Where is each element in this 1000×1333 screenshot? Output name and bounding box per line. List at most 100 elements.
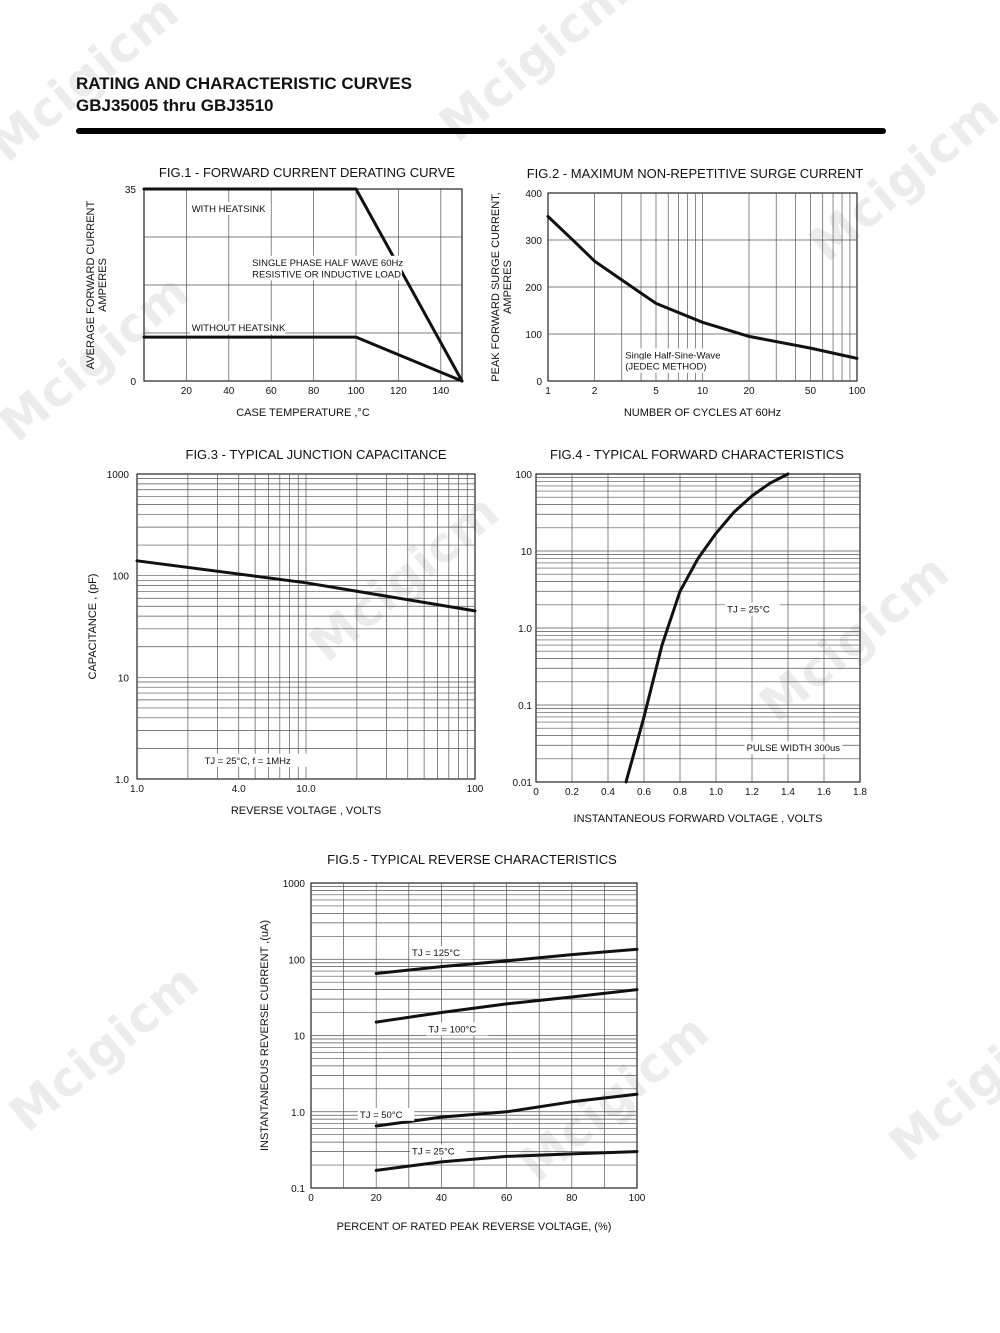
fig2-chart: FIG.2 - MAXIMUM NON-REPETITIVE SURGE CUR… bbox=[490, 166, 866, 419]
fig1-x-tick-label: 140 bbox=[432, 386, 449, 397]
fig3-title: FIG.3 - TYPICAL JUNCTION CAPACITANCE bbox=[186, 447, 447, 462]
fig3-gridlines bbox=[137, 474, 475, 779]
fig4-x-tick-label: 1.4 bbox=[781, 787, 795, 798]
fig4-annotation: PULSE WIDTH 300us bbox=[747, 743, 841, 754]
fig5-x-tick-label: 80 bbox=[566, 1193, 578, 1204]
fig5-series-label-bg bbox=[357, 1107, 415, 1121]
fig1-series-label-bg bbox=[189, 202, 269, 216]
fig1-x-tick-label: 80 bbox=[308, 386, 320, 397]
fig1-annotation: RESISTIVE OR INDUCTIVE LOAD bbox=[252, 269, 401, 280]
fig5-x-tick-label: 40 bbox=[436, 1193, 448, 1204]
fig1-chart: FIG.1 - FORWARD CURRENT DERATING CURVE 20… bbox=[85, 165, 464, 419]
fig4-x-tick-label: 1.0 bbox=[709, 787, 723, 798]
fig5-x-tick-label: 0 bbox=[308, 1193, 314, 1204]
fig2-y-tick-label: 0 bbox=[536, 377, 542, 388]
fig1-y-tick-label: 0 bbox=[130, 377, 136, 388]
fig4-x-tick-label: 1.8 bbox=[853, 787, 867, 798]
fig4-x-tick-label: 0.2 bbox=[565, 787, 579, 798]
fig2-x-tick-label: 10 bbox=[697, 386, 709, 397]
fig5-title: FIG.5 - TYPICAL REVERSE CHARACTERISTICS bbox=[327, 852, 617, 867]
fig2-y-tick-label: 200 bbox=[525, 283, 542, 294]
fig4-y-tick-label: 0.1 bbox=[518, 701, 532, 712]
fig1-series-line-0 bbox=[142, 187, 464, 383]
fig3-y-tick-label: 100 bbox=[112, 572, 129, 583]
fig2-x-tick-label: 1 bbox=[545, 386, 551, 397]
fig3-annotation: TJ = 25°C, f = 1MHz bbox=[205, 756, 291, 767]
fig4-y-tick-label: 0.01 bbox=[513, 778, 533, 789]
fig5-y-tick-label: 1000 bbox=[283, 879, 306, 890]
page-title: RATING AND CHARACTERISTIC CURVES bbox=[76, 74, 412, 93]
fig1-series-label: WITHOUT HEATSINK bbox=[192, 323, 286, 334]
fig5-series-label-bg bbox=[426, 1022, 489, 1036]
fig5-x-axis-label: PERCENT OF RATED PEAK REVERSE VOLTAGE, (… bbox=[337, 1221, 612, 1233]
fig5-series-label: TJ = 125°C bbox=[412, 948, 460, 959]
fig3-y-tick-label: 1000 bbox=[107, 470, 130, 481]
fig4-series-line-0 bbox=[624, 472, 790, 784]
fig2-y-axis-label: PEAK FORWARD SURGE CURRENT, bbox=[490, 192, 502, 381]
fig5-series-line-3 bbox=[374, 1150, 639, 1172]
fig2-y-axis-label: AMPERES bbox=[502, 260, 514, 314]
fig4-y-tick-label: 100 bbox=[515, 470, 532, 481]
fig1-x-tick-label: 120 bbox=[390, 386, 407, 397]
fig3-y-axis-label: CAPACITANCE , (pF) bbox=[87, 574, 99, 680]
fig3-x-tick-label: 4.0 bbox=[232, 784, 246, 795]
fig5-series-line-0 bbox=[374, 947, 639, 975]
fig4-x-axis-label: INSTANTANEOUS FORWARD VOLTAGE , VOLTS bbox=[574, 813, 823, 825]
fig1-title: FIG.1 - FORWARD CURRENT DERATING CURVE bbox=[159, 165, 455, 180]
fig4-y-tick-label: 10 bbox=[521, 547, 533, 558]
fig5-x-tick-label: 100 bbox=[629, 1193, 646, 1204]
fig3-y-tick-label: 1.0 bbox=[115, 775, 129, 786]
fig2-annotation: Single Half-Sine-Wave bbox=[625, 350, 720, 361]
fig1-series-label: WITH HEATSINK bbox=[192, 204, 266, 215]
fig4-chart: FIG.4 - TYPICAL FORWARD CHARACTERISTICS 0… bbox=[513, 447, 868, 825]
fig1-y-axis-label: AMPERES bbox=[97, 258, 109, 312]
fig5-y-axis-label: INSTANTANEOUS REVERSE CURRENT ,(uA) bbox=[259, 920, 271, 1151]
fig4-x-tick-label: 0.4 bbox=[601, 787, 615, 798]
fig5-x-tick-label: 60 bbox=[501, 1193, 513, 1204]
fig5-chart: FIG.5 - TYPICAL REVERSE CHARACTERISTICS 0… bbox=[259, 852, 646, 1233]
fig2-x-tick-label: 20 bbox=[743, 386, 755, 397]
fig3-x-tick-label: 100 bbox=[467, 784, 484, 795]
fig3-x-tick-label: 10.0 bbox=[296, 784, 316, 795]
fig1-annotation: SINGLE PHASE HALF WAVE 60Hz bbox=[252, 258, 403, 269]
fig1-y-tick-label: 35 bbox=[125, 185, 137, 196]
fig5-series-label-bg bbox=[410, 946, 473, 960]
header-rule bbox=[76, 128, 886, 134]
fig2-x-tick-label: 5 bbox=[653, 386, 659, 397]
fig2-y-tick-label: 300 bbox=[525, 236, 542, 247]
fig4-x-tick-label: 0.8 bbox=[673, 787, 687, 798]
fig4-x-tick-label: 0.6 bbox=[637, 787, 651, 798]
fig1-x-tick-label: 40 bbox=[223, 386, 235, 397]
fig2-series-line-0 bbox=[546, 215, 859, 360]
fig2-x-tick-label: 50 bbox=[805, 386, 817, 397]
fig5-gridlines bbox=[311, 883, 637, 1188]
fig1-x-axis-label: CASE TEMPERATURE ,°C bbox=[236, 407, 370, 419]
fig5-x-tick-label: 20 bbox=[371, 1193, 383, 1204]
fig5-series-line-1 bbox=[374, 988, 639, 1024]
fig5-series-label: TJ = 100°C bbox=[428, 1024, 476, 1035]
fig5-y-tick-label: 1.0 bbox=[291, 1108, 305, 1119]
fig1-annotation-bg bbox=[250, 255, 402, 269]
fig1-y-axis-label: AVERAGE FORWARD CURRENT bbox=[85, 200, 97, 369]
fig4-annotation-bg bbox=[744, 741, 843, 755]
fig3-x-tick-label: 1.0 bbox=[130, 784, 144, 795]
fig2-annotation-bg bbox=[623, 348, 743, 362]
fig2-x-axis-label: NUMBER OF CYCLES AT 60Hz bbox=[624, 407, 781, 419]
fig3-chart: FIG.3 - TYPICAL JUNCTION CAPACITANCE 1.0 4… bbox=[87, 447, 484, 817]
fig1-x-tick-label: 60 bbox=[266, 386, 278, 397]
fig3-x-axis-label: REVERSE VOLTAGE , VOLTS bbox=[231, 805, 381, 817]
fig3-series-line-0 bbox=[135, 559, 477, 613]
fig5-y-tick-label: 100 bbox=[288, 955, 305, 966]
fig2-y-tick-label: 400 bbox=[525, 189, 542, 200]
fig2-annotation: (JEDEC METHOD) bbox=[625, 362, 706, 373]
fig3-annotation-bg bbox=[202, 753, 317, 767]
fig4-annotation: TJ = 25°C bbox=[727, 605, 770, 616]
fig2-x-tick-label: 2 bbox=[592, 386, 598, 397]
fig2-x-tick-label: 100 bbox=[849, 386, 866, 397]
fig4-title: FIG.4 - TYPICAL FORWARD CHARACTERISTICS bbox=[550, 447, 844, 462]
fig4-gridlines bbox=[536, 474, 860, 782]
fig5-y-tick-label: 10 bbox=[294, 1032, 306, 1043]
fig5-series-line-2 bbox=[374, 1092, 639, 1128]
fig1-series-label-bg bbox=[189, 321, 286, 335]
